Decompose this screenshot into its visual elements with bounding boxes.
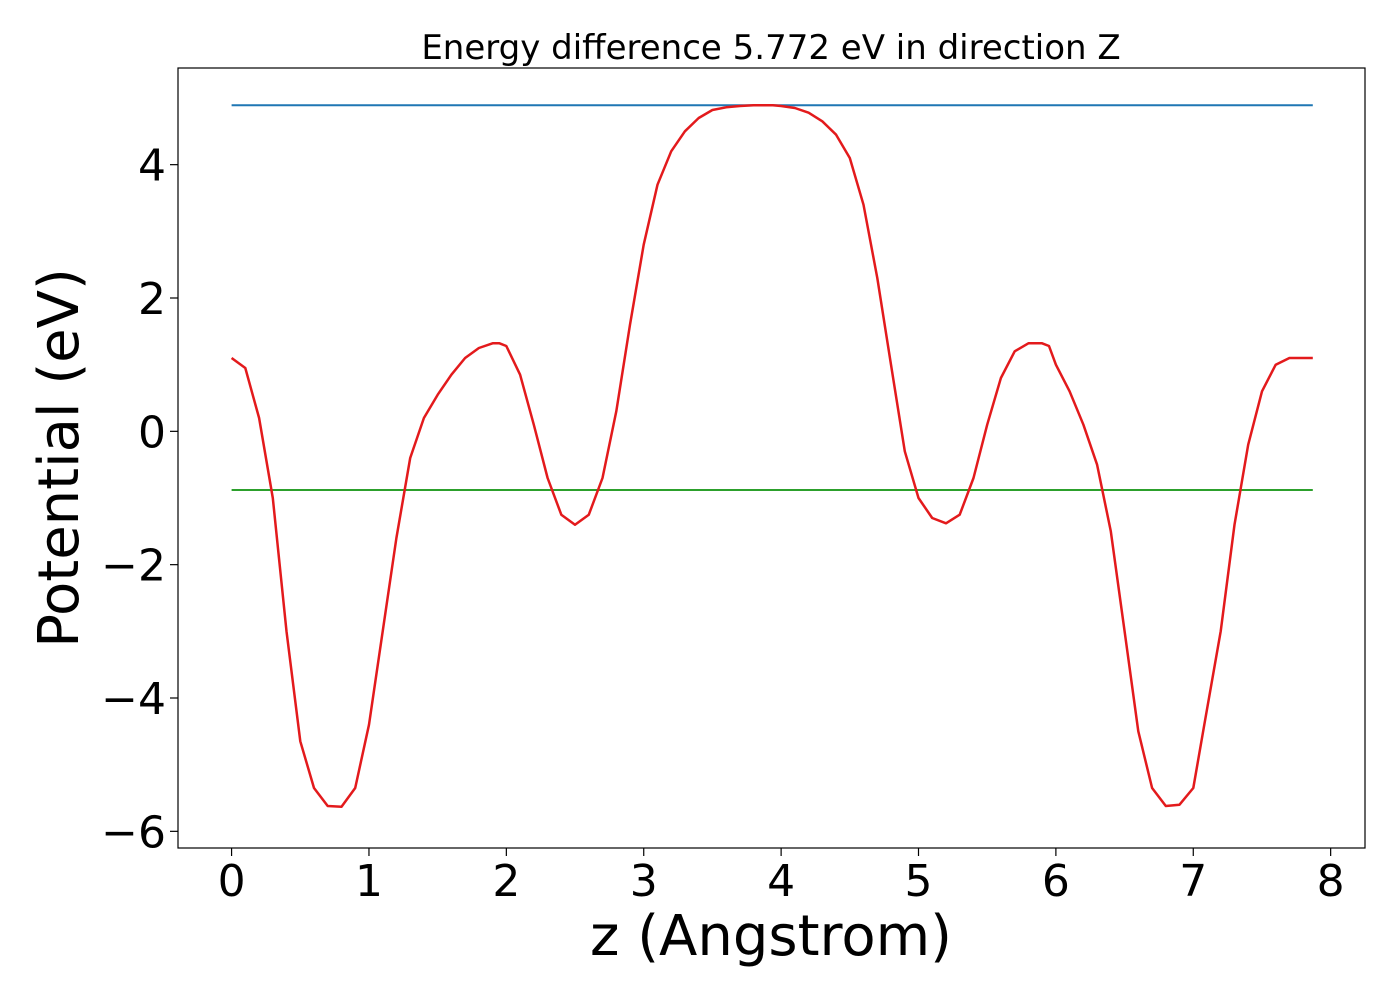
series-layer — [230, 104, 1313, 808]
y-tick-label: 2 — [138, 274, 166, 325]
y-axis-label: Potential (eV) — [27, 268, 92, 648]
y-tick-label: −2 — [101, 541, 166, 592]
y-tick-label: 4 — [138, 141, 166, 192]
x-tick-label: 0 — [218, 856, 246, 907]
potential-curve — [230, 104, 1313, 808]
x-tick-label: 6 — [1042, 856, 1070, 907]
x-tick-label: 1 — [355, 856, 383, 907]
x-tick-label: 5 — [905, 856, 933, 907]
x-axis-label: z (Angstrom) — [590, 904, 952, 969]
x-axis-ticks: 0 1 2 3 4 5 6 7 8 — [218, 848, 1345, 907]
x-tick-label: 3 — [630, 856, 658, 907]
x-tick-label: 4 — [767, 856, 795, 907]
y-tick-label: −6 — [101, 807, 166, 858]
y-axis-ticks: −6 −4 −2 0 2 4 — [101, 141, 178, 858]
x-tick-label: 7 — [1179, 856, 1207, 907]
plot-area — [177, 67, 1366, 849]
chart-title: Energy difference 5.772 eV in direction … — [421, 28, 1120, 68]
x-tick-label: 2 — [492, 856, 520, 907]
x-tick-label: 8 — [1317, 856, 1345, 907]
y-tick-label: 0 — [138, 407, 166, 458]
y-tick-label: −4 — [101, 674, 166, 725]
